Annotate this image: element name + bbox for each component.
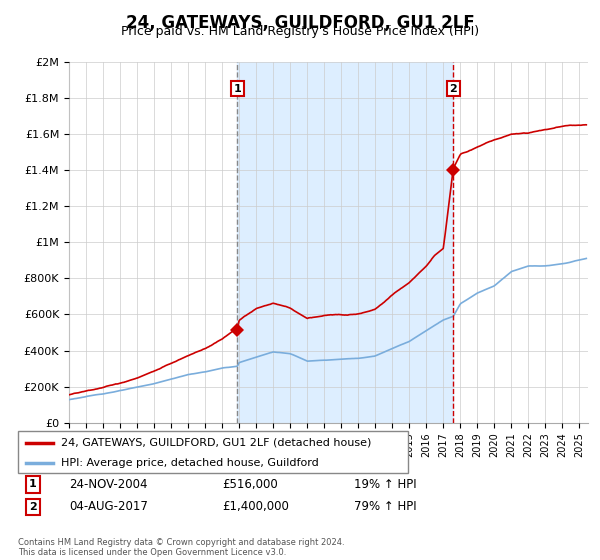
Text: 19% ↑ HPI: 19% ↑ HPI	[354, 478, 416, 491]
Text: 2: 2	[449, 83, 457, 94]
FancyBboxPatch shape	[18, 431, 408, 473]
Text: 04-AUG-2017: 04-AUG-2017	[69, 500, 148, 514]
Text: Price paid vs. HM Land Registry's House Price Index (HPI): Price paid vs. HM Land Registry's House …	[121, 25, 479, 38]
Text: 79% ↑ HPI: 79% ↑ HPI	[354, 500, 416, 514]
Text: 24-NOV-2004: 24-NOV-2004	[69, 478, 148, 491]
Text: 24, GATEWAYS, GUILDFORD, GU1 2LF (detached house): 24, GATEWAYS, GUILDFORD, GU1 2LF (detach…	[61, 438, 371, 448]
Text: 1: 1	[233, 83, 241, 94]
Bar	[238, 62, 453, 423]
Text: 2: 2	[29, 502, 37, 512]
Text: 24, GATEWAYS, GUILDFORD, GU1 2LF: 24, GATEWAYS, GUILDFORD, GU1 2LF	[125, 14, 475, 32]
Text: 1: 1	[29, 479, 37, 489]
Text: £516,000: £516,000	[222, 478, 278, 491]
Text: HPI: Average price, detached house, Guildford: HPI: Average price, detached house, Guil…	[61, 458, 319, 468]
Text: Contains HM Land Registry data © Crown copyright and database right 2024.
This d: Contains HM Land Registry data © Crown c…	[18, 538, 344, 557]
Text: £1,400,000: £1,400,000	[222, 500, 289, 514]
